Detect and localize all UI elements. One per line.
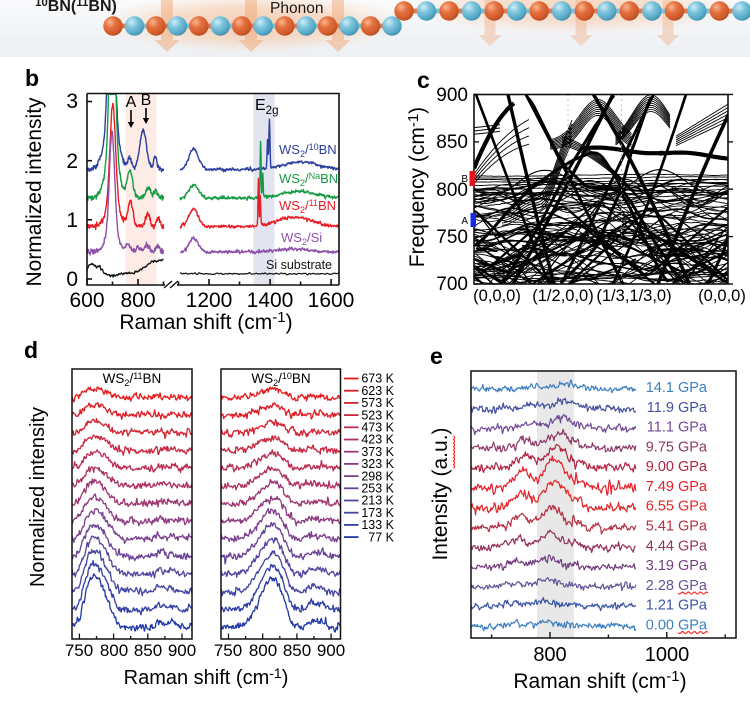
svg-text:c: c — [417, 67, 430, 93]
svg-text:(1/2,0,0): (1/2,0,0) — [532, 287, 593, 305]
svg-text:253 K: 253 K — [361, 482, 394, 496]
svg-text:1.21 GPa: 1.21 GPa — [646, 598, 708, 614]
svg-text:1200: 1200 — [186, 289, 233, 312]
svg-text:6.55 GPa: 6.55 GPa — [646, 499, 708, 515]
svg-text:A: A — [126, 94, 137, 111]
svg-text:(0,0,0): (0,0,0) — [698, 287, 746, 305]
svg-text:Raman shift (cm-1): Raman shift (cm-1) — [119, 309, 292, 334]
svg-text:473 K: 473 K — [361, 421, 394, 435]
svg-text:(1/3,1/3,0): (1/3,1/3,0) — [596, 287, 671, 305]
svg-text:Raman shift (cm-1): Raman shift (cm-1) — [124, 665, 289, 689]
svg-text:Normalized intensity: Normalized intensity — [27, 407, 49, 587]
svg-text:800: 800 — [249, 641, 277, 660]
svg-text:750: 750 — [214, 641, 242, 660]
svg-text:B: B — [141, 92, 152, 109]
svg-text:0: 0 — [66, 268, 78, 291]
svg-text:423 K: 423 K — [361, 433, 394, 447]
svg-text:B: B — [461, 174, 468, 185]
svg-text:850: 850 — [283, 641, 311, 660]
svg-text:1600: 1600 — [308, 289, 355, 312]
svg-text:298 K: 298 K — [361, 469, 394, 483]
svg-text:213 K: 213 K — [361, 494, 394, 508]
svg-text:11.1 GPa: 11.1 GPa — [647, 420, 708, 436]
svg-text:Normalized intensity: Normalized intensity — [23, 97, 46, 287]
svg-text:900: 900 — [168, 641, 196, 660]
svg-text:A: A — [461, 216, 468, 227]
svg-text:523 K: 523 K — [361, 408, 394, 422]
svg-text:850: 850 — [436, 132, 468, 153]
svg-text:4.44 GPa: 4.44 GPa — [646, 538, 708, 554]
svg-text:WS2/11BN: WS2/11BN — [279, 198, 336, 215]
svg-text:WS2/10BN: WS2/10BN — [251, 371, 310, 388]
svg-text:14.1 GPa: 14.1 GPa — [646, 380, 708, 396]
svg-text:Frequency (cm-1): Frequency (cm-1) — [405, 107, 429, 267]
svg-text:Raman shift (cm-1): Raman shift (cm-1) — [513, 668, 686, 693]
svg-text:373 K: 373 K — [361, 445, 394, 459]
svg-text:7.49 GPa: 7.49 GPa — [646, 479, 708, 495]
svg-text:1: 1 — [66, 209, 78, 232]
svg-text:1400: 1400 — [247, 289, 294, 312]
svg-text:850: 850 — [134, 641, 162, 660]
svg-text:323 K: 323 K — [361, 457, 394, 471]
svg-text:WS2/Si: WS2/Si — [281, 230, 322, 247]
svg-text:Phonon: Phonon — [270, 0, 323, 17]
svg-text:800: 800 — [436, 180, 468, 201]
svg-text:10BN(11BN): 10BN(11BN) — [35, 0, 117, 15]
svg-text:2.28 GPa: 2.28 GPa — [646, 578, 708, 594]
svg-text:5.41 GPa: 5.41 GPa — [646, 519, 708, 535]
svg-text:900: 900 — [436, 85, 468, 106]
svg-text:700: 700 — [436, 274, 468, 295]
svg-text:573 K: 573 K — [361, 396, 394, 410]
svg-text:WS2/10BN: WS2/10BN — [279, 142, 337, 159]
svg-text:9.75 GPa: 9.75 GPa — [646, 439, 708, 455]
svg-text:b: b — [25, 65, 39, 91]
svg-text:800: 800 — [120, 289, 155, 312]
svg-text:WS2/11BN: WS2/11BN — [103, 371, 162, 388]
svg-text:600: 600 — [69, 289, 104, 312]
svg-text:623 K: 623 K — [361, 384, 394, 398]
svg-text:3: 3 — [66, 90, 78, 113]
svg-text:0.00 GPa: 0.00 GPa — [646, 617, 708, 633]
svg-text:9.00 GPa: 9.00 GPa — [646, 459, 708, 475]
svg-text:d: d — [24, 337, 38, 363]
svg-text:673 K: 673 K — [361, 372, 394, 386]
svg-text:Si substrate: Si substrate — [266, 258, 332, 272]
svg-text:750: 750 — [65, 641, 93, 660]
svg-text:173 K: 173 K — [361, 506, 394, 520]
svg-text:900: 900 — [317, 641, 345, 660]
svg-text:1000: 1000 — [645, 644, 690, 666]
svg-text:e: e — [430, 343, 443, 369]
svg-text:(0,0,0): (0,0,0) — [473, 287, 521, 305]
svg-text:750: 750 — [436, 227, 468, 248]
svg-text:77 K: 77 K — [368, 530, 394, 544]
svg-text:Intensity (a.u.): Intensity (a.u.) — [429, 427, 452, 560]
svg-text:11.9 GPa: 11.9 GPa — [647, 400, 708, 416]
svg-text:WS2/NaBN: WS2/NaBN — [279, 171, 338, 188]
svg-text:800: 800 — [100, 641, 128, 660]
svg-text:800: 800 — [533, 644, 566, 666]
svg-text:3.19 GPa: 3.19 GPa — [646, 558, 708, 574]
svg-text:2: 2 — [66, 150, 78, 173]
svg-text:133 K: 133 K — [361, 518, 394, 532]
